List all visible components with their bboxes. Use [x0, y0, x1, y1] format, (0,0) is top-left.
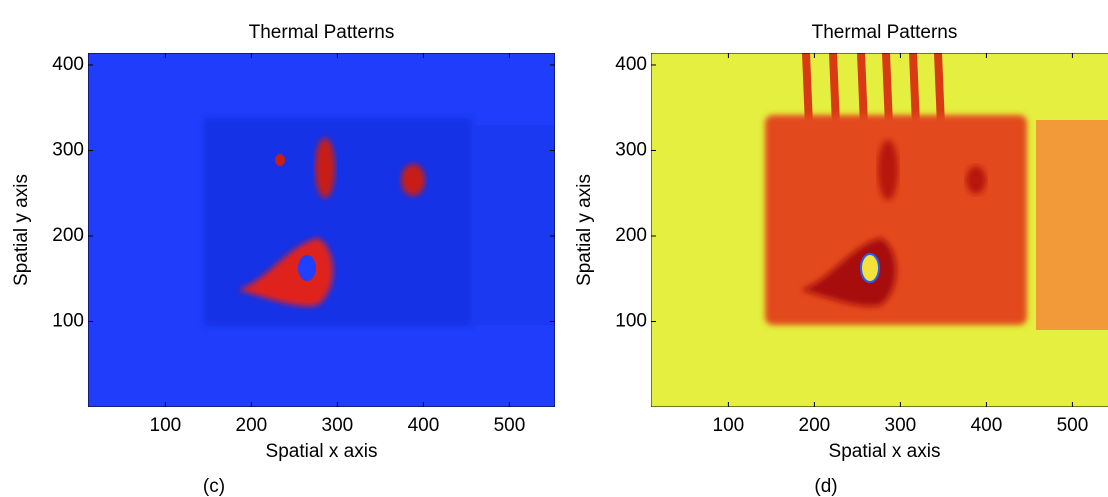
board [204, 118, 472, 326]
caption: (c) [203, 476, 225, 497]
y-tick-label: 400 [52, 54, 84, 75]
hot-region [238, 238, 333, 307]
cool-spot [298, 255, 316, 281]
y-axis-label: Spatial y axis [574, 174, 595, 286]
hot-spot [401, 164, 425, 196]
x-axis-label: Spatial x axis [266, 441, 378, 462]
y-tick-label: 400 [615, 54, 647, 75]
x-tick-label: 300 [885, 415, 917, 436]
chart-title: Thermal Patterns [812, 22, 958, 43]
x-tick-label: 500 [1057, 415, 1089, 436]
x-tick-label: 400 [971, 415, 1003, 436]
y-axis-label: Spatial y axis [11, 174, 32, 286]
board [765, 115, 1027, 325]
right-board [1036, 120, 1108, 330]
cool-spot [860, 253, 880, 283]
x-tick-label: 500 [494, 415, 526, 436]
dark-spot [878, 140, 898, 200]
x-tick-label: 200 [236, 415, 268, 436]
hot-spot [275, 154, 285, 166]
x-tick-label: 400 [408, 415, 440, 436]
chart-title: Thermal Patterns [249, 22, 395, 43]
x-tick-label: 200 [799, 415, 831, 436]
x-tick-label: 300 [322, 415, 354, 436]
dark-spot [966, 166, 986, 194]
y-tick-label: 300 [615, 139, 647, 160]
x-tick-label: 100 [150, 415, 182, 436]
heatmap-image [651, 53, 1108, 407]
x-axis-label: Spatial x axis [829, 441, 941, 462]
y-tick-label: 200 [615, 225, 647, 246]
caption: (d) [814, 476, 837, 497]
right-board [472, 125, 555, 325]
x-tick-label: 100 [713, 415, 745, 436]
heatmap-image [88, 53, 555, 407]
y-tick-label: 300 [52, 139, 84, 160]
y-tick-label: 100 [52, 311, 84, 332]
hot-spot [315, 138, 335, 198]
y-tick-label: 100 [615, 311, 647, 332]
y-tick-label: 200 [52, 225, 84, 246]
